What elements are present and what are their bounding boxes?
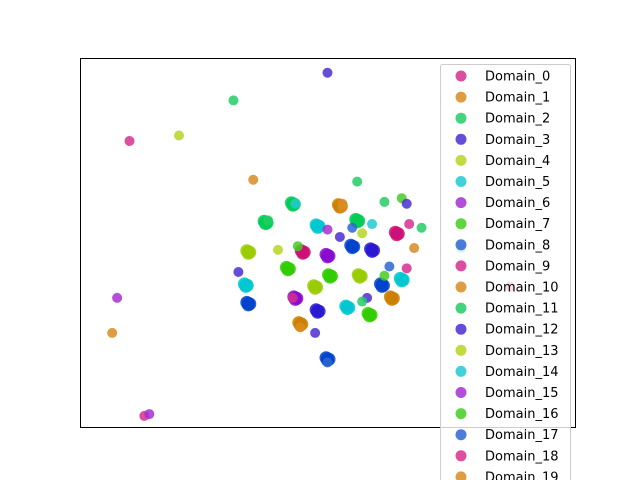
scatter-point <box>112 292 123 303</box>
legend-marker <box>455 133 467 145</box>
scatter-point <box>367 219 378 230</box>
legend-marker <box>455 112 467 124</box>
scatter-point <box>233 267 244 278</box>
legend-label: Domain_10 <box>485 281 559 296</box>
legend-marker <box>455 154 467 166</box>
cluster-point <box>321 248 334 262</box>
scatter-point <box>287 292 298 303</box>
cluster-point <box>308 280 322 294</box>
legend-marker <box>455 70 467 82</box>
cluster-point <box>323 269 337 283</box>
legend-label: Domain_18 <box>485 449 559 464</box>
legend-marker <box>455 365 467 377</box>
scatter-point <box>416 222 427 233</box>
scatter-point <box>248 174 259 185</box>
legend-marker <box>455 408 467 420</box>
cluster-point <box>365 243 379 257</box>
scatter-point <box>322 357 333 368</box>
cluster-point <box>241 245 255 259</box>
legend-label: Domain_3 <box>485 133 550 148</box>
legend-label: Domain_4 <box>485 154 550 169</box>
scatter-point <box>404 219 415 230</box>
scatter-point <box>310 327 321 338</box>
scatter-point <box>384 261 395 272</box>
cluster-point <box>353 269 367 283</box>
legend-label: Domain_19 <box>485 470 559 480</box>
legend-label: Domain_16 <box>485 407 559 422</box>
legend-label: Domain_17 <box>485 428 559 443</box>
legend-label: Domain_15 <box>485 386 559 401</box>
legend-marker <box>455 323 467 335</box>
legend-marker <box>455 387 467 398</box>
legend-marker <box>455 176 467 187</box>
scatter-point <box>107 327 118 338</box>
legend-marker <box>455 429 467 441</box>
scatter-point <box>263 215 274 226</box>
scatter-point <box>124 136 135 147</box>
legend: Domain_0 Domain_1 Domain_2 Domain_3 Domain_4… <box>440 64 571 480</box>
legend-marker <box>455 91 467 103</box>
scatter-point <box>292 241 303 252</box>
scatter-point <box>352 176 363 187</box>
legend-label: Domain_8 <box>485 238 550 253</box>
cluster-point <box>385 291 399 305</box>
legend-label: Domain_1 <box>485 91 550 106</box>
scatter-point <box>401 198 412 209</box>
legend-label: Domain_2 <box>485 112 550 127</box>
legend-marker <box>455 302 467 314</box>
scatter-point <box>379 270 390 281</box>
legend-label: Domain_13 <box>485 344 559 359</box>
legend-box <box>440 64 571 480</box>
scatter-point <box>347 222 358 233</box>
cluster-point <box>340 300 354 314</box>
scatter-point <box>409 243 420 254</box>
plot-frame <box>80 58 576 428</box>
cluster-point <box>390 226 404 240</box>
cluster-point <box>345 239 359 253</box>
legend-label: Domain_9 <box>485 259 550 274</box>
cluster-point <box>375 278 389 292</box>
legend-label: Domain_11 <box>485 302 559 317</box>
legend-marker <box>455 197 467 209</box>
legend-label: Domain_7 <box>485 217 550 232</box>
scatter-point <box>337 202 348 213</box>
legend-marker <box>455 281 467 293</box>
legend-label: Domain_5 <box>485 175 550 190</box>
scatter-point <box>295 322 306 333</box>
scatter-markers <box>107 67 516 421</box>
legend-label: Domain_6 <box>485 196 550 211</box>
legend-marker <box>455 260 467 272</box>
legend-items: Domain_0 Domain_1 Domain_2 Domain_3 Domain_4… <box>455 70 559 480</box>
scatter-point <box>144 409 155 420</box>
scatter-point <box>322 67 333 78</box>
scatter-point <box>357 296 368 307</box>
legend-label: Domain_14 <box>485 365 559 380</box>
scatter-point <box>379 196 390 207</box>
scatter-point <box>174 130 184 141</box>
cluster-point <box>281 261 295 275</box>
legend-marker <box>455 450 467 462</box>
scatter-point <box>357 228 368 239</box>
legend-label: Domain_0 <box>485 70 550 85</box>
scatter-point <box>228 95 239 106</box>
cluster-point <box>311 219 325 233</box>
legend-label: Domain_12 <box>485 323 559 338</box>
scatter-point <box>401 263 412 274</box>
scatter-point <box>322 224 333 235</box>
legend-marker <box>455 344 467 356</box>
cluster-point <box>395 272 409 286</box>
cluster-point <box>241 296 255 310</box>
legend-marker <box>455 471 467 480</box>
cluster-point <box>239 278 253 292</box>
scatter-point <box>290 198 301 209</box>
legend-marker <box>455 239 467 251</box>
cluster-point <box>363 307 377 321</box>
legend-marker <box>455 218 467 230</box>
cluster-point <box>311 304 325 318</box>
scatter-point <box>334 231 345 242</box>
scatter-point <box>273 244 283 255</box>
